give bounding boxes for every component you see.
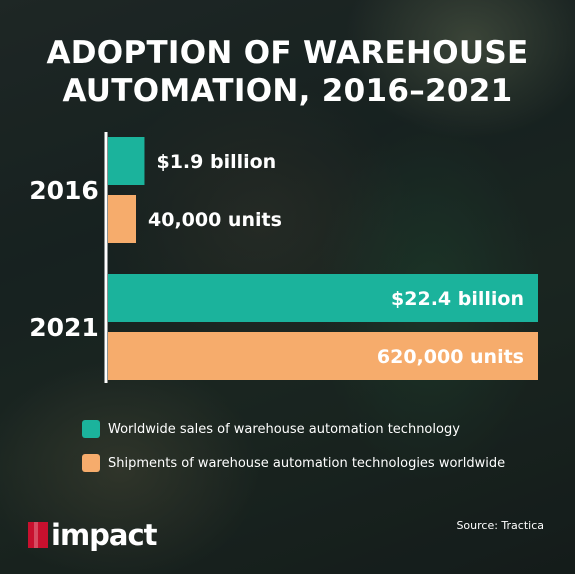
bar-shipments-2021 <box>108 332 538 380</box>
title-line-2: AUTOMATION, 2016–2021 <box>62 73 513 109</box>
data-label-sales-2016: $1.9 billion <box>156 151 276 173</box>
bar-shipments-2016 <box>108 195 136 243</box>
legend-label-sales: Worldwide sales of warehouse automation … <box>108 421 460 437</box>
chart-marks: $1.9 billion 40,000 units 2016 $22.4 billio… <box>29 137 538 380</box>
source-note: Source: Tractica <box>456 519 544 532</box>
bar-sales-2021 <box>108 274 538 322</box>
legend-swatch-sales <box>82 420 100 438</box>
logo-mark-icon <box>28 522 48 548</box>
data-label-sales-2021: $22.4 billion <box>391 288 524 310</box>
legend-label-shipments: Shipments of warehouse automation techno… <box>108 455 506 471</box>
category-label-2016: 2016 <box>29 176 99 205</box>
chart-title: ADOPTION OF WAREHOUSE AUTOMATION, 2016–2… <box>0 34 575 110</box>
title-line-1: ADOPTION OF WAREHOUSE <box>46 35 529 71</box>
category-label-2021: 2021 <box>29 313 99 342</box>
data-label-shipments-2021: 620,000 units <box>377 346 524 368</box>
legend: Worldwide sales of warehouse automation … <box>82 418 505 486</box>
legend-item-shipments: Shipments of warehouse automation techno… <box>82 452 505 474</box>
logo-text: impact <box>51 518 158 552</box>
bar-sales-2016 <box>108 137 145 185</box>
legend-swatch-shipments <box>82 454 100 472</box>
legend-item-sales: Worldwide sales of warehouse automation … <box>82 418 505 440</box>
data-label-shipments-2016: 40,000 units <box>148 209 282 231</box>
impact-logo: impact <box>28 518 158 552</box>
